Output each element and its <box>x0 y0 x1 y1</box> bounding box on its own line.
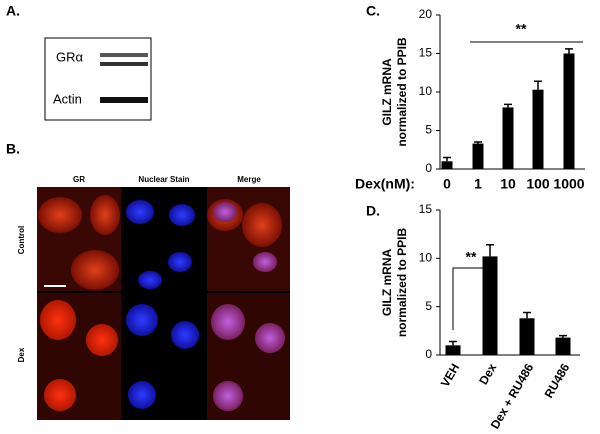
cell <box>40 300 76 340</box>
bar <box>472 143 484 169</box>
nucleus <box>211 304 245 340</box>
bar <box>502 107 514 169</box>
blot-band <box>100 97 148 103</box>
significance-line <box>452 267 490 330</box>
error-bar <box>443 156 451 162</box>
blot-frame <box>44 37 152 121</box>
error-bar <box>534 80 542 90</box>
y-tick-label: 0 <box>425 347 432 361</box>
x-tick-label: RU486 <box>542 361 573 401</box>
x-tick-label: 1 <box>474 176 482 192</box>
error-bar <box>565 48 573 54</box>
cell <box>242 203 282 247</box>
annotation: ** <box>516 21 527 37</box>
column-label: Nuclear Stain <box>138 175 189 184</box>
nucleus <box>126 304 158 336</box>
y-tick-label: 15 <box>419 202 433 216</box>
cell <box>38 197 82 233</box>
cell <box>71 250 119 290</box>
y-tick-label: 5 <box>425 299 432 313</box>
annotation: ** <box>466 249 477 265</box>
cell <box>86 324 118 356</box>
y-tick-label: 15 <box>419 46 433 60</box>
x-tick-label: Dex <box>476 361 499 387</box>
x-tick-label: 0 <box>443 176 451 192</box>
panel-label: A. <box>6 3 20 19</box>
panel-label: D. <box>366 203 380 219</box>
error-bar <box>559 334 567 338</box>
panel-label: B. <box>6 141 20 157</box>
y-tick-label: 20 <box>419 7 433 21</box>
bar <box>563 53 575 169</box>
x-tick-label: 1000 <box>553 176 584 192</box>
nucleus <box>138 271 162 289</box>
y-tick-label: 0 <box>425 161 432 175</box>
bar <box>482 256 498 355</box>
bar <box>441 161 453 169</box>
error-bar <box>486 244 494 257</box>
nucleus <box>126 200 154 224</box>
x-axis-label: Dex(nM): <box>355 176 415 192</box>
nucleus <box>128 381 156 409</box>
bar <box>555 337 571 355</box>
nucleus <box>213 202 237 222</box>
column-label: GR <box>73 175 85 184</box>
bar <box>532 89 544 169</box>
micrographs <box>37 187 290 420</box>
band-label: GRα <box>56 49 84 64</box>
error-bar <box>504 103 512 108</box>
cell <box>44 379 76 411</box>
nucleus <box>169 204 195 226</box>
nucleus <box>253 252 277 272</box>
nucleus <box>168 252 192 272</box>
y-tick-label: 10 <box>419 84 433 98</box>
y-tick-label: 10 <box>419 251 433 265</box>
column-label: Merge <box>237 175 261 184</box>
row-label: Dex <box>17 347 26 362</box>
x-tick-label: VEH <box>438 361 462 389</box>
blot-band <box>100 62 148 66</box>
cell <box>90 195 120 235</box>
nucleus <box>255 323 285 353</box>
y-tick-label: 5 <box>425 123 432 137</box>
y-axis-label: GILZ mRNA <box>380 58 394 126</box>
nucleus <box>171 321 199 349</box>
annotation: * <box>524 319 530 335</box>
band-label: Actin <box>53 91 82 106</box>
blot-band <box>100 53 148 57</box>
y-axis-label: normalized to PPIB <box>395 227 409 337</box>
error-bar <box>523 311 531 319</box>
bar <box>445 345 461 355</box>
bar <box>519 318 535 355</box>
row-label: Control <box>17 226 26 254</box>
y-axis-label: normalized to PPIB <box>395 37 409 147</box>
panel-label: C. <box>366 3 380 19</box>
nucleus <box>213 381 243 411</box>
error-bar <box>449 340 457 346</box>
x-tick-label: 10 <box>500 176 516 192</box>
error-bar <box>474 141 482 144</box>
x-tick-label: 100 <box>526 176 550 192</box>
y-axis-label: GILZ mRNA <box>380 249 394 317</box>
